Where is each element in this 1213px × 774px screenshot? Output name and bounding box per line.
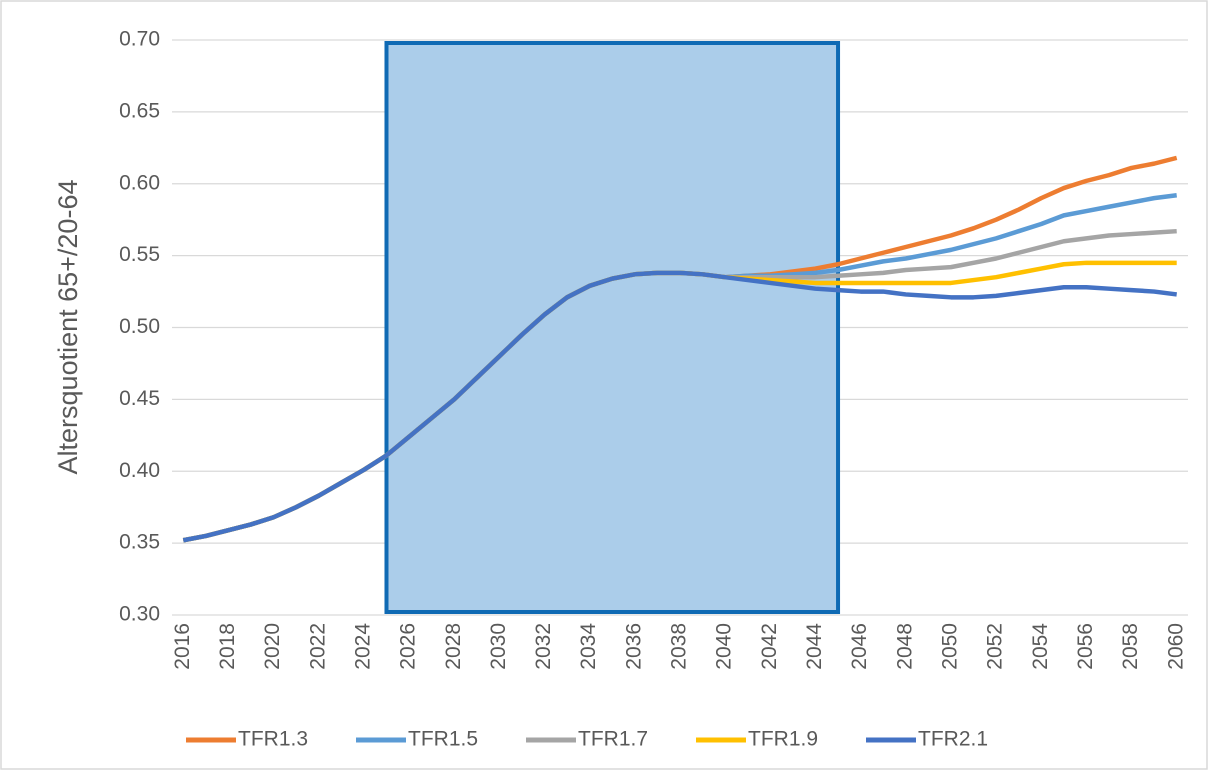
x-tick-label: 2036 [622,623,645,670]
x-tick-label: 2050 [938,623,961,670]
x-tick-label: 2048 [893,623,916,670]
x-tick-label: 2026 [397,623,420,670]
x-tick-label: 2054 [1029,623,1052,670]
y-tick-label: 0.40 [119,459,160,482]
x-tick-label: 2016 [171,623,194,670]
legend-label: TFR1.9 [748,728,818,751]
y-tick-label: 0.35 [119,531,160,554]
x-tick-label: 2018 [216,623,239,670]
x-tick-label: 2040 [713,623,736,670]
x-tick-label: 2034 [577,623,600,670]
y-tick-label: 0.70 [119,28,160,51]
x-tick-label: 2046 [848,623,871,670]
x-tick-label: 2028 [442,623,465,670]
x-tick-label: 2022 [306,623,329,670]
y-tick-label: 0.30 [119,603,160,626]
y-tick-label: 0.60 [119,171,160,194]
x-tick-label: 2042 [758,623,781,670]
y-tick-label: 0.55 [119,243,160,266]
legend-label: TFR1.3 [238,728,308,751]
y-axis-title: Altersquotient 65+/20-64 [53,180,83,475]
x-tick-label: 2056 [1074,623,1097,670]
y-tick-label: 0.65 [119,99,160,122]
line-series [182,270,1177,543]
x-tick-label: 2044 [803,623,826,670]
y-tick-label: 0.50 [119,315,160,338]
x-tick-label: 2024 [351,623,374,670]
x-tick-label: 2032 [532,623,555,670]
legend-label: TFR2.1 [918,728,988,751]
y-tick-label: 0.45 [119,387,160,410]
legend-label: TFR1.7 [578,728,648,751]
legend-label: TFR1.5 [408,728,478,751]
x-tick-label: 2058 [1119,623,1142,670]
x-tick-label: 2052 [984,623,1007,670]
x-tick-label: 2060 [1164,623,1187,670]
x-tick-label: 2020 [261,623,284,670]
highlight-region [384,41,841,614]
x-tick-label: 2038 [668,623,691,670]
x-tick-label: 2030 [487,623,510,670]
